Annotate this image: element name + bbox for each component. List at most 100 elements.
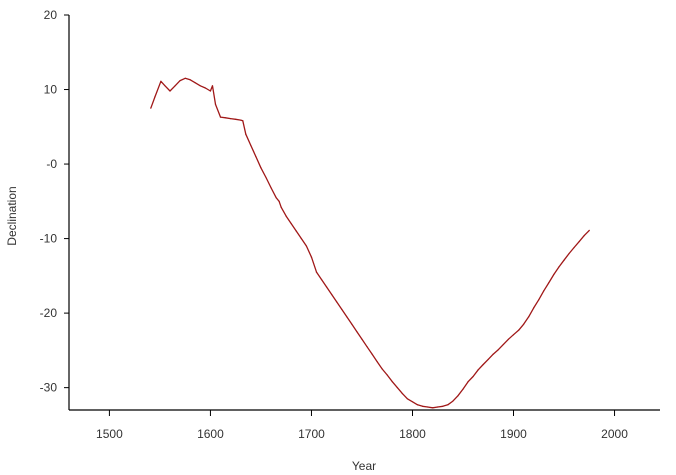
data-point — [432, 407, 434, 409]
data-point — [533, 307, 535, 309]
data-point — [285, 215, 287, 217]
data-point — [154, 96, 156, 98]
data-point — [164, 85, 166, 87]
x-tick-label: 1500 — [96, 427, 123, 441]
y-axis-title: Declination — [5, 186, 19, 245]
data-point — [512, 334, 515, 336]
data-point — [250, 144, 252, 147]
data-point — [558, 266, 560, 268]
data-point — [230, 117, 232, 120]
data-point — [295, 230, 297, 232]
data-point — [346, 316, 348, 318]
data-point — [381, 368, 383, 370]
data-point — [472, 375, 474, 378]
data-point — [278, 200, 280, 202]
data-point — [305, 245, 308, 247]
data-point — [219, 116, 222, 118]
data-point — [406, 398, 409, 400]
data-point — [457, 395, 459, 397]
data-point — [320, 278, 323, 281]
data-point — [326, 286, 328, 288]
data-point — [179, 79, 181, 82]
x-tick-label: 1700 — [298, 427, 325, 441]
data-point — [371, 353, 373, 355]
series-layer — [150, 77, 590, 409]
data-point — [492, 353, 494, 355]
data-point — [211, 85, 214, 87]
data-point — [568, 252, 570, 255]
data-point — [421, 405, 424, 407]
data-point — [538, 299, 540, 301]
data-point — [150, 107, 152, 109]
data-point — [366, 346, 368, 348]
data-point — [255, 156, 257, 158]
data-point — [160, 80, 162, 82]
y-axis-ticks: 20 10 -0 -10 -20 -30 — [40, 8, 69, 395]
data-point — [573, 246, 575, 249]
y-tick-label: -0 — [46, 157, 57, 171]
data-point — [174, 85, 176, 87]
data-point — [477, 369, 479, 371]
data-point — [315, 271, 318, 273]
data-point — [396, 387, 398, 389]
data-point — [391, 381, 393, 383]
data-point — [169, 90, 171, 92]
data-point — [265, 176, 267, 179]
data-point — [260, 167, 262, 169]
x-tick-label: 2000 — [601, 427, 628, 441]
y-tick-label: -10 — [40, 232, 58, 246]
y-tick-label: 20 — [44, 8, 58, 22]
y-tick-label: 10 — [44, 83, 58, 97]
plot-area: 20 10 -0 -10 -20 -30 1500 1600 1700 1800 1900 2000 — [40, 8, 660, 441]
data-point — [437, 406, 439, 408]
data-point — [214, 103, 217, 106]
data-point — [452, 400, 454, 402]
data-point — [588, 229, 590, 231]
data-point — [386, 374, 388, 376]
data-point — [280, 206, 282, 208]
data-point — [209, 90, 212, 92]
data-point — [482, 363, 484, 366]
data-point — [270, 187, 272, 189]
data-point — [331, 293, 333, 296]
y-tick-label: -30 — [40, 381, 58, 395]
data-point — [442, 405, 444, 407]
data-point — [447, 404, 449, 406]
data-point — [487, 358, 489, 360]
data-point — [204, 87, 206, 89]
x-tick-label: 1800 — [399, 427, 426, 441]
data-point — [376, 360, 378, 363]
data-point — [341, 308, 343, 310]
data-point — [416, 404, 419, 406]
data-point — [240, 119, 242, 121]
data-point — [300, 237, 302, 240]
data-point — [553, 273, 555, 275]
data-point — [502, 343, 505, 346]
data-point — [199, 85, 201, 87]
data-point — [194, 82, 196, 84]
data-point — [336, 301, 338, 303]
data-point — [224, 117, 227, 119]
data-point — [583, 235, 585, 237]
data-point — [523, 323, 525, 325]
data-point — [245, 133, 247, 135]
x-tick-label: 1600 — [197, 427, 224, 441]
data-point — [517, 329, 520, 331]
data-point — [411, 401, 414, 403]
data-point — [578, 240, 580, 243]
data-point — [401, 393, 403, 395]
data-point — [427, 406, 429, 408]
data-point — [356, 331, 358, 333]
data-point — [497, 349, 499, 351]
data-point — [290, 223, 292, 225]
series-line — [150, 77, 590, 409]
data-point — [548, 281, 550, 284]
data-point — [235, 118, 237, 120]
data-point — [507, 338, 510, 340]
data-point — [351, 323, 353, 325]
data-point — [543, 290, 545, 292]
data-point — [242, 120, 244, 122]
data-point — [275, 196, 277, 199]
x-axis-title: Year — [352, 459, 376, 473]
